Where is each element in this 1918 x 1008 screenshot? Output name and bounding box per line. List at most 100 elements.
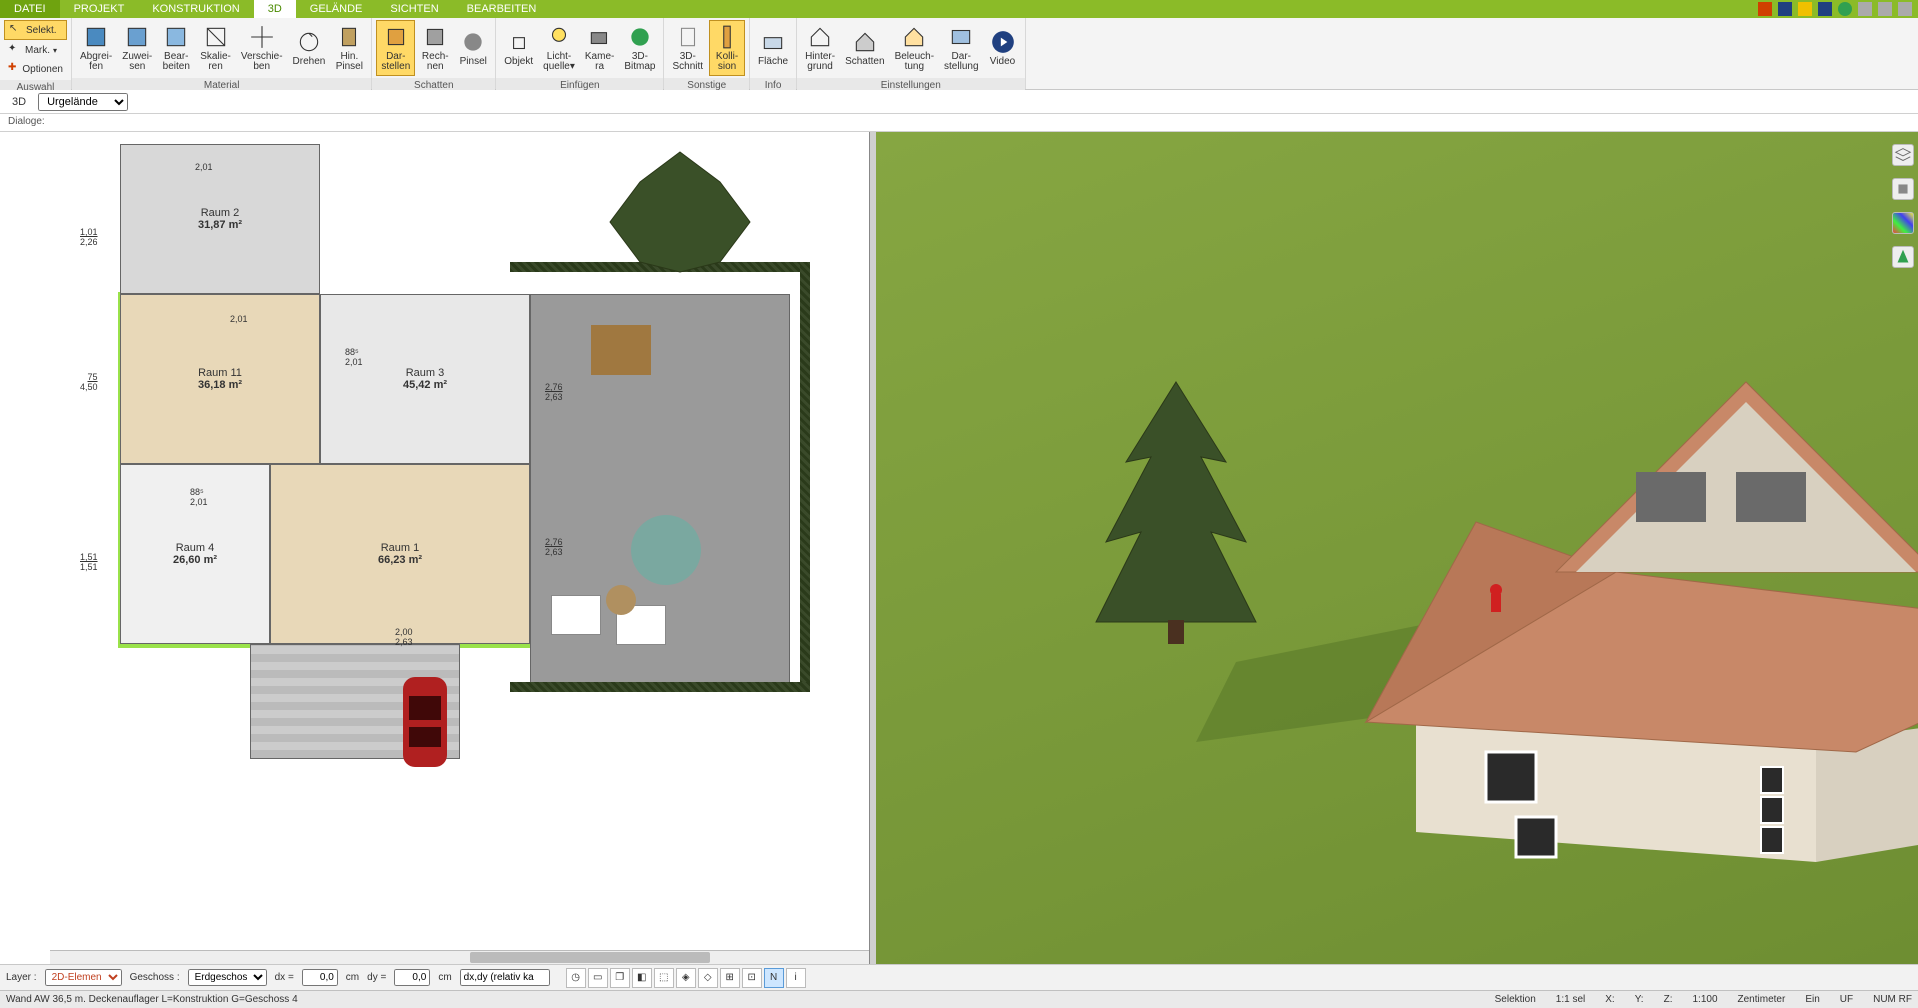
tool-icon-2[interactable] (1778, 2, 1792, 16)
tool-icon-3[interactable] (1798, 2, 1812, 16)
view-btn-i[interactable]: i (786, 968, 806, 988)
tool-icon-4[interactable] (1818, 2, 1832, 16)
status-num: NUM RF (1873, 994, 1912, 1005)
bitmap-icon (627, 24, 653, 50)
statusbar: Wand AW 36,5 m. Deckenauflager L=Konstru… (0, 990, 1918, 1008)
dy-label: dy = (367, 972, 386, 983)
pane-2d[interactable]: Raum 231,87 m²Raum 1136,18 m²Raum 345,42… (0, 132, 870, 964)
tab-konstruktion[interactable]: KONSTRUKTION (138, 0, 253, 18)
flaeche-button[interactable]: Fläche (754, 20, 792, 76)
layer-label: Layer : (6, 972, 37, 983)
view-btn-n[interactable]: N (764, 968, 784, 988)
view-btn-9[interactable]: ⊡ (742, 968, 762, 988)
status-uf: UF (1840, 994, 1853, 1005)
hin-pinsel-button[interactable]: Hin.Pinsel (331, 20, 367, 76)
layer-select[interactable]: 2D-Elemen (45, 969, 122, 986)
schatten-einst-button[interactable]: Schatten (841, 20, 888, 76)
dy-input[interactable] (394, 969, 430, 986)
terrace (530, 294, 790, 684)
status-scale2: 1:100 (1692, 994, 1717, 1005)
geschoss-select[interactable]: Erdgeschos (188, 969, 267, 986)
room-label: Raum 426,60 m² (173, 542, 217, 566)
umbrella (621, 505, 711, 595)
selekt-button[interactable]: ↖Selekt. (4, 20, 67, 40)
abgreifen-button[interactable]: Abgrei-fen (76, 20, 116, 76)
room: Raum 231,87 m² (120, 144, 320, 294)
tab-projekt[interactable]: PROJEKT (60, 0, 139, 18)
cm-label-1: cm (346, 972, 359, 983)
status-y: Y: (1635, 994, 1644, 1005)
terrain-select[interactable]: Urgelände (38, 93, 128, 111)
3d-bitmap-button[interactable]: 3D-Bitmap (620, 20, 659, 76)
tool-icon-1[interactable] (1758, 2, 1772, 16)
lichtquelle-button[interactable]: Licht-quelle▾ (539, 20, 579, 76)
mark-icon: ✦ (8, 43, 22, 57)
layers-tool[interactable] (1892, 144, 1914, 166)
side-toolbar (1888, 138, 1918, 268)
status-x: X: (1605, 994, 1614, 1005)
geschoss-label: Geschoss : (130, 972, 180, 983)
kamera-button[interactable]: Kame-ra (581, 20, 618, 76)
optionen-button[interactable]: ✚Optionen (4, 60, 67, 78)
lounge-chair-1 (551, 595, 601, 635)
hintergrund-button[interactable]: Hinter-grund (801, 20, 839, 76)
kollision-button[interactable]: Kolli-sion (709, 20, 745, 76)
tab-bearbeiten[interactable]: BEARBEITEN (453, 0, 551, 18)
plus-icon: ✚ (8, 62, 19, 76)
scrollbar-2d-h[interactable] (50, 950, 869, 964)
skalieren-button[interactable]: Skalie-ren (196, 20, 235, 76)
mark-button[interactable]: ✦Mark.▾ (4, 41, 67, 59)
room-label: Raum 231,87 m² (198, 207, 242, 231)
beleuchtung-button[interactable]: Beleuch-tung (891, 20, 938, 76)
view-btn-6[interactable]: ◈ (676, 968, 696, 988)
3d-schnitt-button[interactable]: 3D-Schnitt (668, 20, 707, 76)
tree-3d (1086, 372, 1266, 652)
dimension: 2,01 (190, 497, 208, 507)
view-btn-2[interactable]: ▭ (588, 968, 608, 988)
tab-datei[interactable]: DATEI (0, 0, 60, 18)
zuweisen-button[interactable]: Zuwei-sen (118, 20, 156, 76)
status-scale: 1:1 sel (1556, 994, 1585, 1005)
dx-input[interactable] (302, 969, 338, 986)
tab-sichten[interactable]: SICHTEN (376, 0, 452, 18)
darstellung-button[interactable]: Dar-stellung (940, 20, 982, 76)
chair-tool[interactable] (1892, 178, 1914, 200)
floor-plan: Raum 231,87 m²Raum 1136,18 m²Raum 345,42… (0, 132, 869, 964)
play-icon (990, 29, 1016, 55)
pane-3d[interactable] (876, 132, 1918, 964)
ribbon: ↖Selekt. ✦Mark.▾ ✚Optionen Auswahl Abgre… (0, 18, 1918, 90)
view-btn-8[interactable]: ⊞ (720, 968, 740, 988)
view-btn-3[interactable]: ❐ (610, 968, 630, 988)
view-btn-1[interactable]: ◷ (566, 968, 586, 988)
scale-icon (203, 24, 229, 50)
status-z: Z: (1664, 994, 1673, 1005)
dx-label: dx = (275, 972, 294, 983)
verschieben-button[interactable]: Verschie-ben (237, 20, 287, 76)
view-btn-4[interactable]: ◧ (632, 968, 652, 988)
view-icons: ◷ ▭ ❐ ◧ ⬚ ◈ ◇ ⊞ ⊡ N i (566, 968, 806, 988)
restore-icon[interactable] (1878, 2, 1892, 16)
view-btn-5[interactable]: ⬚ (654, 968, 674, 988)
status-unit: Zentimeter (1738, 994, 1786, 1005)
dimension: 2,63 (395, 637, 413, 647)
bearbeiten-button[interactable]: Bear-beiten (158, 20, 194, 76)
color-tool[interactable] (1892, 212, 1914, 234)
close-icon[interactable] (1898, 2, 1912, 16)
help-icon[interactable] (1838, 2, 1852, 16)
tree-tool[interactable] (1892, 246, 1914, 268)
dimension: 88⁵ (345, 347, 359, 357)
objekt-button[interactable]: Objekt (500, 20, 537, 76)
minimize-icon[interactable] (1858, 2, 1872, 16)
view-btn-7[interactable]: ◇ (698, 968, 718, 988)
pinsel-button[interactable]: Pinsel (455, 20, 491, 76)
drehen-button[interactable]: Drehen (289, 20, 330, 76)
tab-gelaende[interactable]: GELÄNDE (296, 0, 377, 18)
tab-3d[interactable]: 3D (254, 0, 296, 18)
hint-input[interactable] (460, 969, 550, 986)
darstellen-button[interactable]: Dar-stellen (376, 20, 415, 76)
hedge-right (800, 262, 810, 692)
room: Raum 345,42 m² (320, 294, 530, 464)
dimension: 2,01 (195, 162, 213, 172)
video-button[interactable]: Video (985, 20, 1021, 76)
rechnen-button[interactable]: Rech-nen (417, 20, 453, 76)
